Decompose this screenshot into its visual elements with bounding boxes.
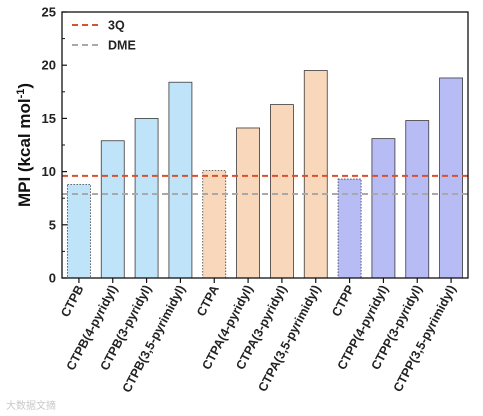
watermark: 大数据文摘 <box>6 401 56 412</box>
y-tick-label: 15 <box>42 111 56 126</box>
category-label-9: CTPP <box>329 283 357 319</box>
y-tick-label: 0 <box>49 271 56 286</box>
y-axis-title: MPI (kcal mol-1) <box>15 83 34 207</box>
bar-8 <box>303 70 328 279</box>
legend-label-dme: DME <box>108 39 136 53</box>
bar-5 <box>202 170 227 279</box>
bar-6 <box>236 127 260 279</box>
category-label-4: CTPB(3,5-pyrimidyl) <box>120 283 188 395</box>
legend-label-3q: 3Q <box>108 19 125 33</box>
y-tick-label: 20 <box>42 58 56 73</box>
y-tick-label: 25 <box>42 5 56 20</box>
category-label-1: CTPB <box>58 283 86 320</box>
bar-1 <box>67 183 91 279</box>
bar-7 <box>270 104 294 279</box>
bar-12 <box>439 77 463 279</box>
bar-4 <box>168 81 193 279</box>
y-tick-label: 10 <box>42 164 56 179</box>
bar-11 <box>405 120 430 279</box>
plot-area: 0510152025CTPBCTPB(4-pyridyl)CTPB(3-pyri… <box>15 5 469 395</box>
bar-3 <box>134 118 159 279</box>
category-label-12: CTPP(3,5-pyrimidyl) <box>391 283 459 394</box>
bar-10 <box>371 138 396 279</box>
bar-2 <box>100 140 125 279</box>
category-label-8: CTPA(3,5-pyrimidyl) <box>255 283 323 394</box>
y-tick-label: 5 <box>49 217 56 232</box>
category-label-5: CTPA <box>194 283 222 319</box>
